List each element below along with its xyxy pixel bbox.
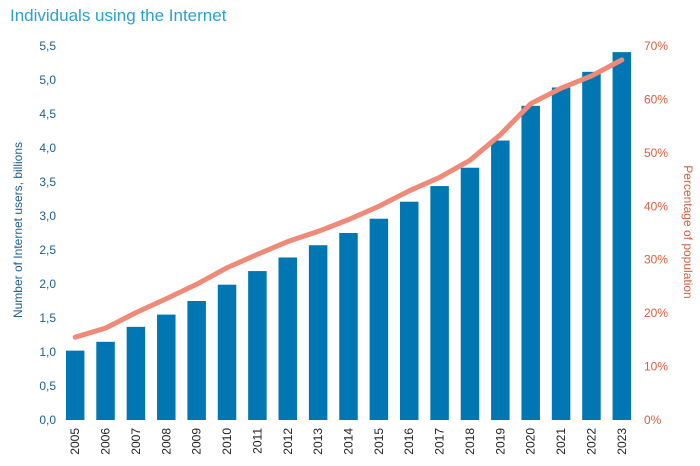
percentage-line [72,57,625,340]
x-tick-label: 2018 [463,428,477,455]
right-axis-ticks: 0% 10% 20% 30% 40% 50% 60% 70% [644,39,668,427]
x-tick-label: 2007 [129,428,143,455]
left-tick-label: 1,0 [39,345,56,359]
right-axis-label: Percentage of population [681,165,695,298]
right-tick-label: 30% [644,253,668,267]
x-tick-label: 2008 [159,428,173,455]
left-tick-label: 4,5 [39,107,56,121]
right-tick-label: 20% [644,306,668,320]
left-tick-label: 0,0 [39,413,56,427]
left-axis-ticks: 0,0 0,5 1,0 1,5 2,0 2,5 3,0 3,5 4,0 4,5 5,0 5,5 [39,39,56,427]
bar-2011 [248,271,267,420]
x-tick-label: 2012 [281,428,295,455]
x-tick-label: 2019 [493,428,507,455]
left-tick-label: 2,5 [39,243,56,257]
bar-2021 [551,87,571,420]
bar-2020 [521,105,540,420]
bar-2019 [491,140,510,420]
right-tick-label: 40% [644,199,668,213]
bar-2005 [65,350,85,420]
left-tick-label: 1,5 [39,311,56,325]
bar-2022 [582,71,601,420]
x-tick-label: 2009 [190,428,204,455]
right-tick-label: 70% [644,39,668,53]
bar-series [65,52,632,421]
line-series [72,57,625,340]
left-tick-label: 5,0 [39,73,56,87]
bar-2018 [460,167,480,420]
bar-2016 [399,201,419,420]
x-axis-ticks: 2005 2006 2007 2008 2009 2010 2011 2012 2013 2014… [68,428,629,455]
x-tick-label: 2015 [372,428,386,455]
bar-2006 [96,341,115,420]
left-tick-label: 5,5 [39,39,56,53]
right-tick-label: 60% [644,92,668,106]
x-tick-label: 2021 [554,428,568,455]
bar-2010 [217,284,237,420]
right-tick-label: 0% [644,413,662,427]
left-tick-label: 3,0 [39,209,56,223]
bar-2009 [187,301,206,420]
chart-title: Individuals using the Internet [10,6,227,25]
x-tick-label: 2014 [342,428,356,455]
bar-2013 [308,245,328,420]
left-tick-label: 2,0 [39,277,56,291]
bar-2007 [126,326,146,420]
bar-2017 [430,186,449,420]
left-tick-label: 3,5 [39,175,56,189]
bar-2008 [157,314,176,420]
bar-2014 [339,233,358,420]
x-tick-label: 2016 [402,428,416,455]
bar-2012 [278,257,298,420]
bar-2015 [369,218,389,420]
right-tick-label: 10% [644,360,668,374]
left-tick-label: 4,0 [39,141,56,155]
x-tick-label: 2020 [524,428,538,455]
bar-2023 [612,52,632,421]
x-tick-label: 2022 [584,428,598,455]
x-tick-label: 2013 [311,428,325,455]
left-axis-label: Number of Internet users, billions [11,142,25,318]
x-tick-label: 2005 [68,428,82,455]
x-tick-label: 2011 [250,428,264,454]
x-tick-label: 2006 [99,428,113,455]
x-tick-label: 2010 [220,428,234,455]
right-tick-label: 50% [644,146,668,160]
left-tick-label: 0,5 [39,379,56,393]
x-tick-label: 2023 [615,428,629,455]
x-tick-label: 2017 [433,428,447,455]
